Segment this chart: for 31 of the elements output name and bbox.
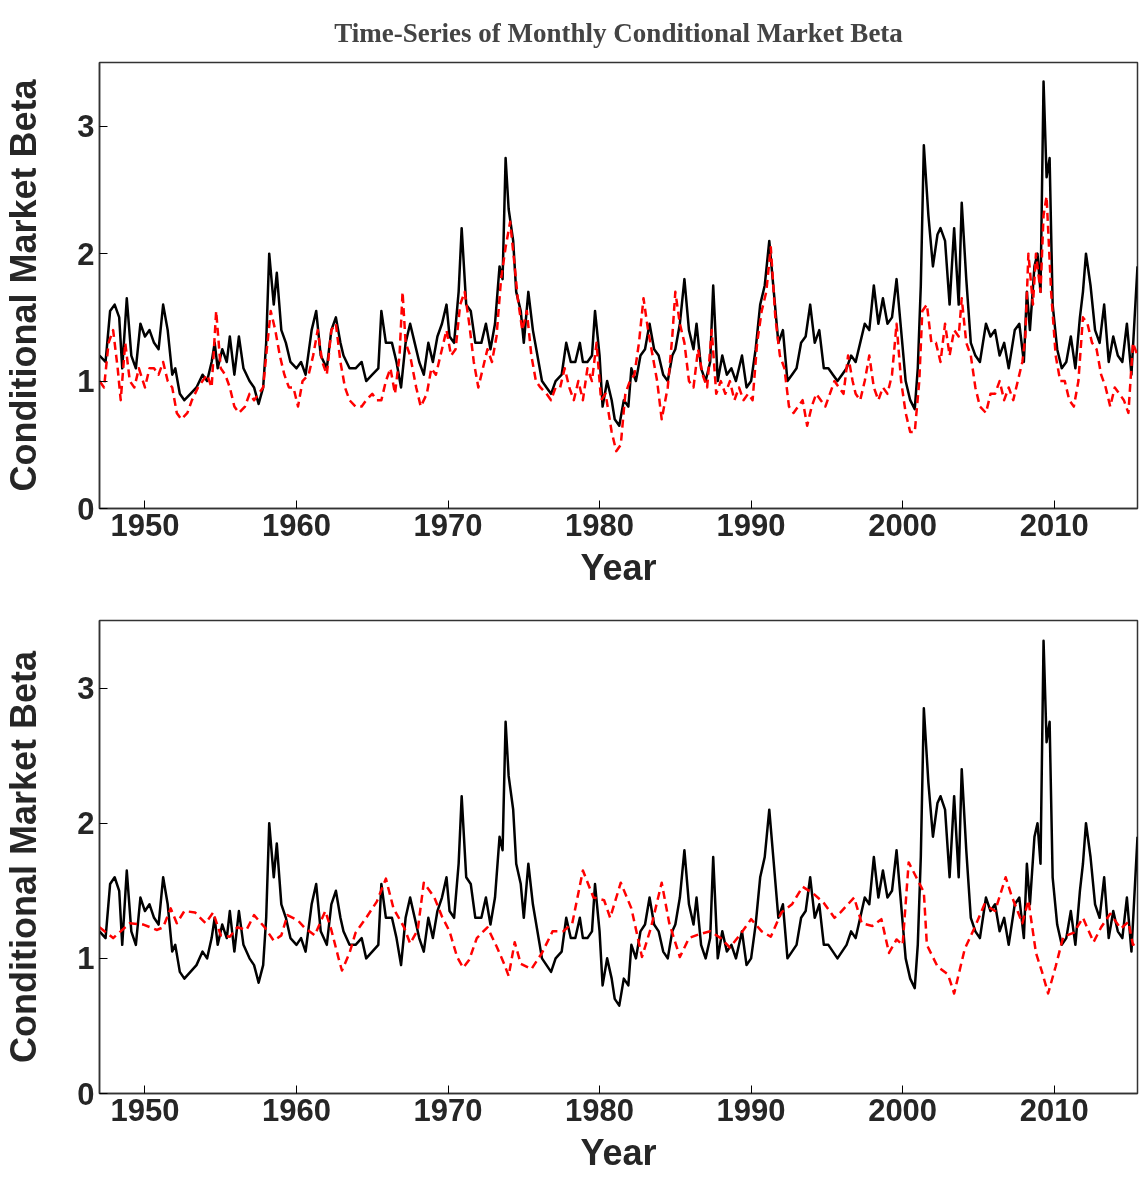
x-tick-label: 1990 [716, 1092, 786, 1128]
x-axis-title: Year [580, 546, 657, 588]
x-axis-title: Year [580, 1131, 657, 1173]
y-tick-label: 2 [77, 806, 95, 842]
x-tick-label: 1950 [110, 1092, 180, 1128]
x-tick-label: 1970 [413, 507, 483, 543]
line-series [99, 195, 1138, 453]
y-tick-label: 3 [77, 671, 95, 707]
x-tick-label: 1970 [413, 1092, 483, 1128]
chart-title: Time-Series of Monthly Conditional Market Beta [334, 17, 904, 48]
y-axis-title: Conditional Market Beta [3, 78, 45, 492]
y-tick-label: 1 [77, 364, 95, 400]
y-tick-label: 2 [77, 236, 95, 272]
y-axis-title: Conditional Market Beta [3, 650, 45, 1064]
x-tick-label: 1960 [262, 507, 331, 543]
x-tick-label: 2010 [1019, 1092, 1089, 1128]
x-tick-label: 1960 [262, 1092, 331, 1128]
y-tick-label: 0 [77, 1076, 95, 1112]
line-series [99, 80, 1138, 427]
x-tick-label: 1980 [565, 507, 635, 543]
x-tick-label: 1980 [565, 1092, 635, 1128]
y-tick-label: 1 [77, 941, 95, 977]
x-tick-label: 1990 [716, 507, 786, 543]
x-tick-label: 2010 [1019, 507, 1089, 543]
x-tick-label: 2000 [868, 1092, 938, 1128]
y-tick-label: 0 [77, 491, 95, 527]
x-tick-label: 2000 [868, 507, 938, 543]
line-series [99, 861, 1138, 995]
x-tick-label: 1950 [110, 507, 180, 543]
line-series [99, 639, 1138, 1007]
y-tick-label: 3 [77, 109, 95, 145]
